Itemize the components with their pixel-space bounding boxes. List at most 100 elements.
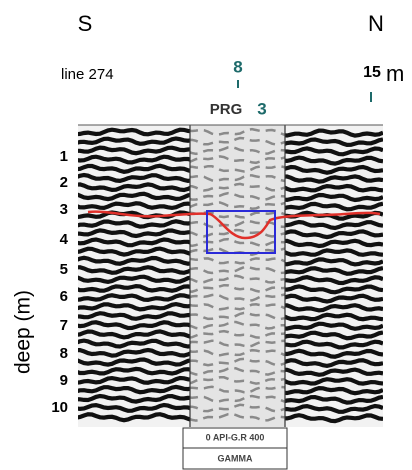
stripe <box>190 311 285 321</box>
stripe <box>78 246 190 257</box>
stripe <box>285 174 383 184</box>
stripe <box>285 248 383 257</box>
log-name: GAMMA <box>218 453 253 463</box>
stripe <box>190 348 285 357</box>
stripe <box>285 146 383 157</box>
stripe <box>78 402 190 413</box>
stripe <box>285 312 383 322</box>
stripe <box>285 367 383 377</box>
reflector-line <box>87 210 381 240</box>
stripe <box>78 393 190 404</box>
stripe <box>190 366 285 376</box>
south-label: S <box>78 11 93 36</box>
stripe <box>190 293 285 302</box>
stripe <box>190 191 285 202</box>
depth-label: 3 <box>60 201 68 218</box>
stripe <box>190 257 285 265</box>
north-label: N <box>368 11 384 36</box>
stripe <box>190 237 285 248</box>
stripe <box>190 339 285 348</box>
stripe <box>190 219 285 229</box>
stripe <box>285 330 383 341</box>
stripe <box>190 127 285 136</box>
stripe <box>190 329 285 339</box>
log-scale: 0 API-G.R 400 <box>206 432 265 442</box>
stripe <box>190 201 285 210</box>
stripe <box>285 377 383 386</box>
stripe <box>285 293 383 304</box>
stripe <box>78 412 190 423</box>
stripe <box>78 172 190 184</box>
depth-axis-title: deep (m) <box>12 290 35 374</box>
stripe <box>78 219 190 229</box>
depth-label: 5 <box>60 261 68 278</box>
stripe <box>190 164 285 173</box>
stripe <box>78 347 190 358</box>
stripe <box>285 229 383 240</box>
stripe <box>78 145 190 156</box>
stripe <box>78 228 190 239</box>
stripe <box>190 403 285 413</box>
stripe <box>285 275 383 286</box>
stripe <box>285 266 383 276</box>
stripe <box>285 219 383 231</box>
stripe <box>190 155 285 165</box>
stripe <box>285 348 383 359</box>
stripe <box>190 228 285 238</box>
stripe <box>285 413 383 424</box>
stripe <box>285 321 383 331</box>
stripe <box>78 293 190 303</box>
depth-label: 6 <box>60 288 68 305</box>
stripe <box>78 182 190 193</box>
stripe <box>78 265 190 275</box>
distance-unit: m <box>386 61 404 86</box>
stripe <box>78 154 190 165</box>
stripe <box>285 284 383 295</box>
stripe <box>78 375 190 385</box>
stripe <box>285 201 383 212</box>
stripe <box>190 174 285 183</box>
stripe <box>78 301 190 312</box>
stripe <box>78 338 190 349</box>
stripe <box>285 128 383 138</box>
marker-label: 8 <box>233 57 242 76</box>
stripe <box>78 237 190 248</box>
stripe <box>78 384 190 395</box>
stripe <box>78 127 190 137</box>
stripe <box>78 201 190 211</box>
stripe <box>78 366 190 376</box>
depth-label: 8 <box>60 345 68 362</box>
stripe <box>285 358 383 369</box>
well-number: 3 <box>257 99 266 118</box>
stripe <box>190 136 285 146</box>
well-label: PRG <box>210 101 243 118</box>
stripe <box>285 183 383 193</box>
stripe <box>190 182 285 192</box>
stripe <box>78 329 190 340</box>
stripe <box>285 394 383 405</box>
stripe <box>190 145 285 156</box>
stripe <box>78 136 190 146</box>
stripe <box>190 385 285 394</box>
stripe <box>190 274 285 284</box>
line-label: line 274 <box>61 66 114 83</box>
stripe <box>190 320 285 330</box>
stripe <box>285 257 383 267</box>
stripe <box>285 339 383 350</box>
stripe <box>78 320 190 331</box>
radargram-stripes <box>78 127 383 424</box>
depth-label: 10 <box>51 399 68 416</box>
anomaly-box <box>206 210 276 254</box>
stripe <box>190 303 285 311</box>
stripe <box>285 303 383 313</box>
stripe <box>285 155 383 166</box>
stripe <box>190 265 285 275</box>
depth-label: 1 <box>60 148 68 165</box>
stripe <box>285 238 383 249</box>
stripe <box>285 137 383 148</box>
stripe <box>285 192 383 203</box>
stripe <box>78 255 190 266</box>
stripe <box>285 385 383 396</box>
stripe <box>190 283 285 293</box>
